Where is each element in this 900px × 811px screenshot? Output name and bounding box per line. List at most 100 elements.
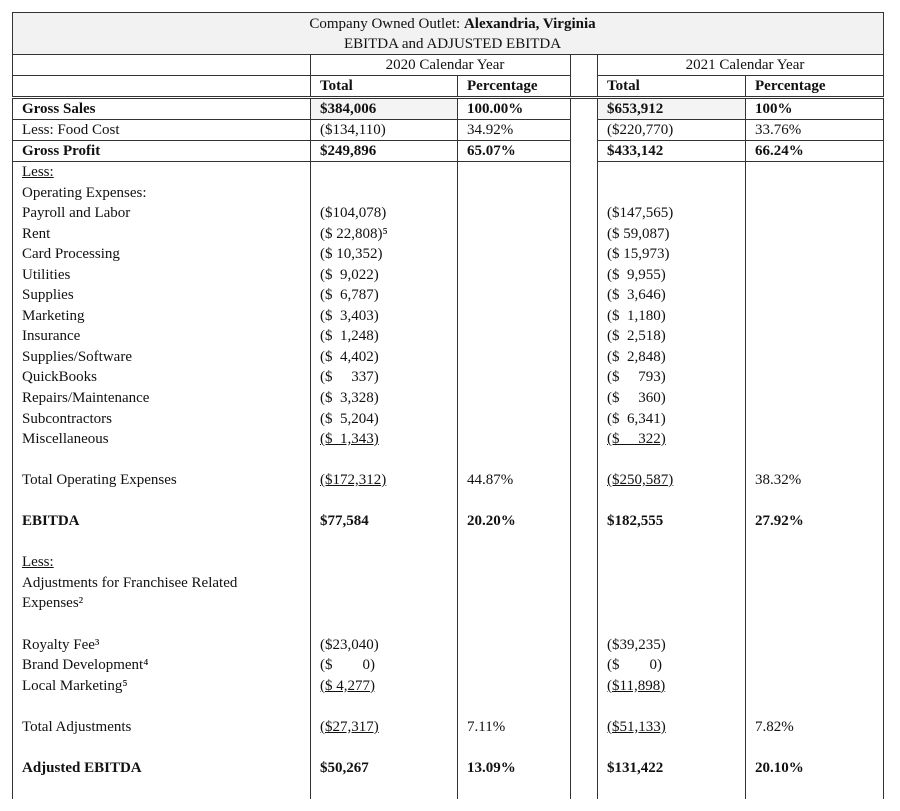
value-text: ($ 1,343) bbox=[320, 431, 379, 448]
value-text: ($27,317) bbox=[320, 718, 379, 735]
row-label-text: Gross Profit bbox=[22, 143, 101, 159]
value-cell: ($ 15,973) bbox=[597, 244, 746, 265]
spacer-cell bbox=[744, 737, 885, 758]
value-text: 7.82% bbox=[755, 718, 794, 735]
row-label: Less: bbox=[12, 552, 311, 573]
value-cell bbox=[457, 655, 571, 676]
subtitle-row: EBITDA and ADJUSTED EBITDA bbox=[11, 35, 885, 55]
value-cell bbox=[744, 388, 885, 409]
value-cell bbox=[457, 203, 571, 224]
spacer-cell bbox=[744, 490, 885, 512]
value-cell: ($ 360) bbox=[597, 388, 746, 409]
value-text: 20.20% bbox=[467, 513, 516, 530]
table-row: Operating Expenses: bbox=[12, 182, 885, 204]
row-label: Subcontractors bbox=[12, 408, 311, 430]
table-row: Supplies/Software ($ 4,402) ($ 2,848) bbox=[12, 346, 885, 368]
value-cell bbox=[457, 367, 571, 389]
table-row: Card Processing ($ 10,352) ($ 15,973) bbox=[12, 244, 885, 265]
year-row: 2020 Calendar Year 2021 Calendar Year bbox=[12, 54, 885, 76]
row-label-text: Miscellaneous bbox=[22, 431, 109, 448]
value-cell bbox=[457, 182, 571, 204]
table-row: Less: bbox=[12, 552, 885, 573]
value-text: 13.09% bbox=[467, 759, 516, 776]
column-header: Total bbox=[597, 75, 746, 98]
value-cell: ($11,898) bbox=[597, 675, 746, 697]
gap-cell bbox=[570, 264, 598, 286]
gap-cell bbox=[570, 223, 598, 245]
table-row: Royalty Fee³ ($23,040) ($39,235) bbox=[12, 634, 885, 656]
blank-cell bbox=[12, 75, 311, 98]
value-cell bbox=[744, 223, 885, 245]
value-cell: ($ 793) bbox=[597, 367, 746, 389]
table-row: Less: Food Cost ($134,110) 34.92% ($220,770… bbox=[12, 119, 885, 141]
value-text: 33.76% bbox=[755, 122, 802, 138]
value-cell: ($23,040) bbox=[310, 634, 458, 656]
spacer-cell bbox=[12, 490, 311, 512]
gap-cell bbox=[570, 182, 598, 204]
value-cell bbox=[744, 552, 885, 573]
value-text: ($172,312) bbox=[320, 472, 387, 489]
value-text: 65.07% bbox=[467, 143, 516, 159]
value-text: ($ 322) bbox=[607, 431, 666, 448]
value-cell bbox=[457, 408, 571, 430]
value-text: ($ 9,955) bbox=[607, 266, 666, 283]
table-row: Subcontractors ($ 5,204) ($ 6,341) bbox=[12, 408, 885, 430]
row-label-text: Repairs/Maintenance bbox=[22, 390, 150, 407]
table-row: Supplies ($ 6,787) ($ 3,646) bbox=[12, 285, 885, 306]
value-text: 34.92% bbox=[467, 122, 514, 138]
gap-cell bbox=[570, 757, 598, 779]
spacer-cell bbox=[457, 490, 571, 512]
row-label-text: EBITDA bbox=[22, 513, 80, 530]
row-label-text: Local Marketing⁵ bbox=[22, 677, 128, 694]
value-cell: 27.92% bbox=[744, 511, 885, 532]
gap-cell bbox=[570, 511, 598, 532]
spacer-cell bbox=[310, 778, 458, 799]
row-label: Marketing bbox=[12, 305, 311, 327]
spacer-row bbox=[12, 449, 885, 471]
spacer-cell bbox=[310, 737, 458, 758]
value-cell bbox=[310, 552, 458, 573]
gap-cell bbox=[570, 552, 598, 573]
value-cell: ($ 5,204) bbox=[310, 408, 458, 430]
row-label: Expenses² bbox=[12, 593, 311, 615]
value-cell: ($ 2,848) bbox=[597, 346, 746, 368]
spacer-cell bbox=[570, 614, 598, 635]
spacer-row bbox=[12, 531, 885, 553]
value-cell: ($ 10,352) bbox=[310, 244, 458, 265]
value-text: ($ 4,402) bbox=[320, 348, 379, 365]
row-label: QuickBooks bbox=[12, 367, 311, 389]
value-cell bbox=[457, 326, 571, 347]
value-cell bbox=[744, 244, 885, 265]
value-text: ($ 22,808)⁵ bbox=[320, 225, 388, 242]
value-cell: $182,555 bbox=[597, 511, 746, 532]
spacer-cell bbox=[457, 737, 571, 758]
value-text: 27.92% bbox=[755, 513, 804, 530]
value-text: ($ 793) bbox=[607, 369, 666, 386]
value-cell: ($ 3,646) bbox=[597, 285, 746, 306]
spacer-cell bbox=[744, 614, 885, 635]
value-cell: 100% bbox=[744, 96, 885, 120]
value-text: ($ 59,087) bbox=[607, 225, 670, 242]
row-label: Operating Expenses: bbox=[12, 182, 311, 204]
value-text: ($ 3,646) bbox=[607, 287, 666, 304]
value-text: ($ 337) bbox=[320, 369, 379, 386]
column-header-row: Total Percentage Total Percentage bbox=[12, 75, 885, 98]
value-cell: 7.11% bbox=[457, 716, 571, 738]
value-cell: 33.76% bbox=[744, 119, 885, 141]
value-cell: ($ 3,328) bbox=[310, 388, 458, 409]
row-label-text: Supplies bbox=[22, 287, 74, 304]
row-label: Utilities bbox=[12, 264, 311, 286]
gap-cell bbox=[570, 119, 598, 141]
value-cell: $384,006 bbox=[310, 96, 458, 120]
row-label-text: Less: bbox=[22, 554, 54, 571]
value-cell: 34.92% bbox=[457, 119, 571, 141]
blank-cell bbox=[12, 54, 311, 76]
row-label: Repairs/Maintenance bbox=[12, 388, 311, 409]
value-text: ($ 1,248) bbox=[320, 328, 379, 345]
value-cell: 65.07% bbox=[457, 140, 571, 162]
row-label: Total Adjustments bbox=[12, 716, 311, 738]
value-cell: ($27,317) bbox=[310, 716, 458, 738]
value-text: ($ 6,341) bbox=[607, 410, 666, 427]
row-label-text: Operating Expenses: bbox=[22, 184, 147, 201]
